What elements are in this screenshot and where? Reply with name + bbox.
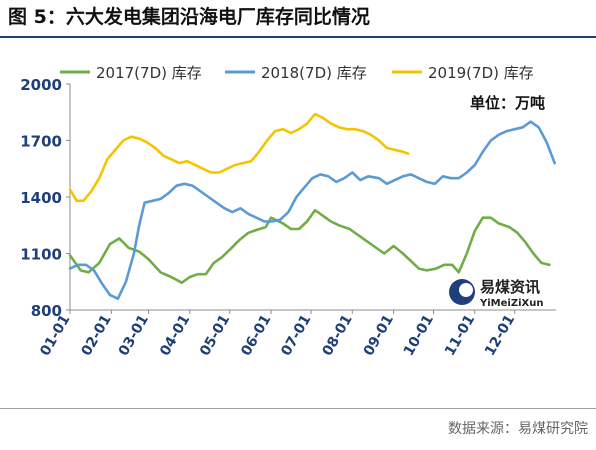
series-line-2 <box>68 120 556 300</box>
x-tick-label: 05-01 <box>197 312 233 359</box>
legend-label-2: 2018(7D) 库存 <box>261 64 367 82</box>
footer-divider <box>0 408 596 409</box>
x-tick-label: 11-01 <box>442 312 478 359</box>
x-tick-label: 04-01 <box>157 312 193 359</box>
x-tick-label: 07-01 <box>278 312 314 359</box>
inventory-line-chart: 2017(7D) 库存 2018(7D) 库存 2019(7D) 库存 单位：万吨 … <box>20 64 556 359</box>
y-tick-label: 1700 <box>20 133 62 151</box>
legend-label-1: 2017(7D) 库存 <box>96 64 202 82</box>
x-tick-label: 02-01 <box>78 312 114 359</box>
series-line-3 <box>68 112 410 203</box>
legend-label-3: 2019(7D) 库存 <box>428 64 534 82</box>
x-tick-label: 12-01 <box>482 312 518 359</box>
x-tick-label: 06-01 <box>238 312 274 359</box>
x-axis: 01-01 02-01 03-01 04-01 05-01 06-01 07-01 08-01… <box>37 309 556 359</box>
y-axis: 800 1100 1400 1700 2000 <box>20 76 71 320</box>
watermark-logo: 易煤资讯 YiMeiZiXun <box>449 278 543 309</box>
x-tick-label: 03-01 <box>116 312 152 359</box>
y-tick-label: 2000 <box>20 76 62 94</box>
chart-legend: 2017(7D) 库存 2018(7D) 库存 2019(7D) 库存 <box>60 64 534 82</box>
x-tick-label: 10-01 <box>401 312 437 359</box>
watermark-en: YiMeiZiXun <box>479 298 543 309</box>
watermark-cn: 易煤资讯 <box>480 278 540 296</box>
x-tick-label: 09-01 <box>361 312 397 359</box>
series-layer <box>68 112 556 300</box>
unit-label: 单位：万吨 <box>470 94 545 112</box>
watermark-logo-inner-icon <box>459 283 473 297</box>
y-tick-label: 800 <box>31 302 62 320</box>
x-tick-label: 08-01 <box>319 312 355 359</box>
y-tick-label: 1400 <box>20 189 62 207</box>
y-tick-label: 1100 <box>20 246 62 264</box>
title-divider <box>0 36 596 38</box>
page-title: 图 5：六大发电集团沿海电厂库存同比情况 <box>8 6 370 28</box>
source-note: 数据来源：易煤研究院 <box>448 421 588 437</box>
series-line-1 <box>68 208 551 284</box>
